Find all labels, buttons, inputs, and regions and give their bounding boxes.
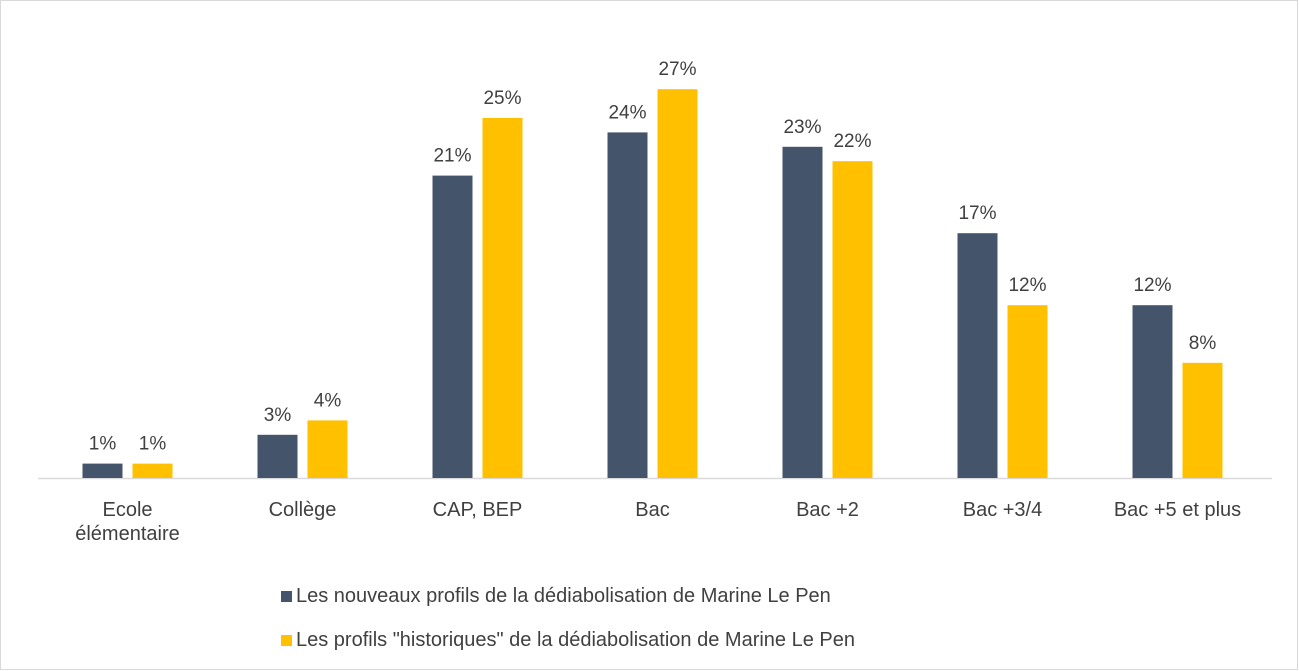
data-label: 4% [314, 390, 342, 411]
bar [1132, 305, 1173, 478]
data-label: 27% [658, 59, 696, 80]
x-tick-label: Ecole élémentaire [75, 499, 180, 545]
bar [1007, 305, 1048, 478]
data-label: 23% [783, 117, 821, 138]
data-label: 12% [1008, 275, 1046, 296]
bar [307, 420, 348, 478]
data-label: 21% [433, 146, 471, 167]
data-label: 24% [608, 102, 646, 123]
data-label: 1% [139, 434, 167, 455]
bar [782, 146, 823, 479]
x-tick-label: Bac +5 et plus [1113, 499, 1242, 521]
legend-item: Les nouveaux profils de la dédiabolisati… [281, 585, 831, 608]
bar [82, 463, 123, 478]
legend-swatch [281, 635, 292, 646]
legend-label: Les profils "historiques" de la dédiabol… [296, 629, 855, 651]
bar [1182, 362, 1223, 478]
bar [432, 175, 473, 478]
x-tick-label: Bac +2 [796, 499, 859, 521]
data-label: 25% [483, 88, 521, 109]
legend-item: Les profils "historiques" de la dédiabol… [281, 629, 855, 652]
x-tick-label: Collège [268, 499, 337, 521]
bar [957, 233, 998, 478]
data-label: 17% [958, 203, 996, 224]
data-label: 8% [1189, 333, 1217, 354]
bar [482, 118, 523, 478]
x-tick-label: Bac [635, 499, 670, 521]
bar [657, 89, 698, 478]
legend-label: Les nouveaux profils de la dédiabolisati… [296, 585, 831, 607]
bar [132, 463, 173, 478]
data-label: 12% [1133, 275, 1171, 296]
data-label: 22% [833, 131, 871, 152]
data-label: 1% [89, 434, 117, 455]
x-tick-label: Bac +3/4 [962, 499, 1043, 521]
data-label: 3% [264, 405, 292, 426]
bar [607, 132, 648, 478]
legend-swatch [281, 591, 292, 602]
x-tick-label: CAP, BEP [432, 499, 523, 521]
bar [257, 434, 298, 478]
bar [832, 161, 873, 478]
